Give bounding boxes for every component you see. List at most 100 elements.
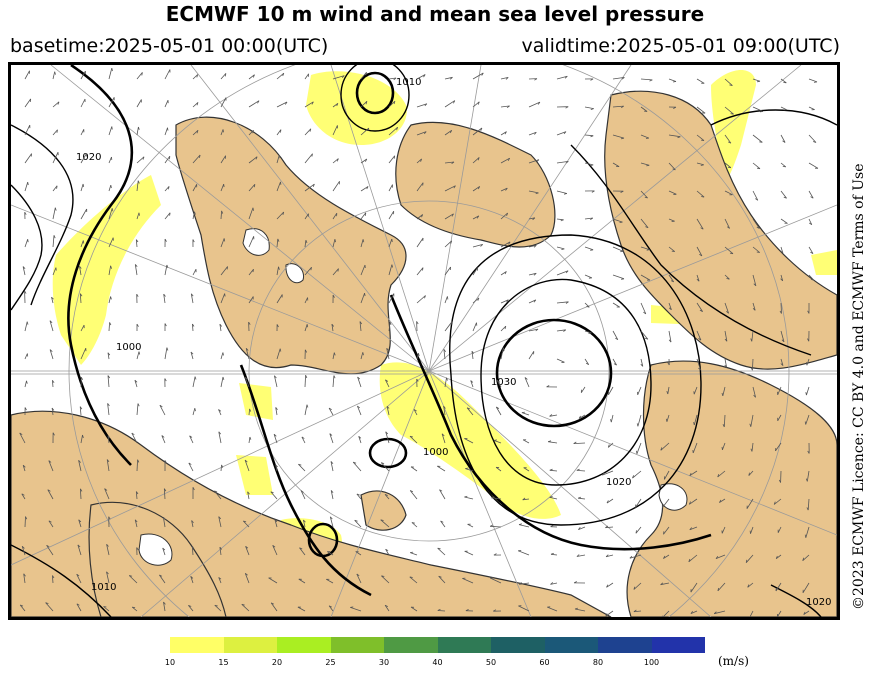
wind-arrow <box>248 184 256 192</box>
wind-arrow-head <box>590 108 594 110</box>
wind-arrow-head <box>333 375 336 379</box>
wind-arrow-head <box>668 339 672 343</box>
wind-arrow <box>21 546 26 556</box>
wind-arrow-head <box>380 519 384 521</box>
wind-arrow <box>108 97 115 108</box>
wind-arrow <box>134 380 138 388</box>
wind-arrow-head <box>465 467 469 469</box>
wind-arrow <box>608 386 614 395</box>
wind-arrow <box>464 496 474 500</box>
wind-arrow <box>500 105 510 108</box>
wind-arrow <box>444 185 456 192</box>
wind-arrow-head <box>750 338 753 342</box>
wind-arrow <box>556 329 566 332</box>
wind-arrow <box>724 106 734 115</box>
wind-arrow-head <box>358 436 362 439</box>
wind-arrow-head <box>391 238 393 243</box>
wind-arrow <box>524 377 530 388</box>
wind-arrow <box>416 237 424 248</box>
wind-arrow <box>806 358 810 366</box>
wind-arrow-head <box>810 278 814 281</box>
wind-arrow-head <box>560 219 564 222</box>
wind-arrow <box>220 376 224 388</box>
wind-arrow-head <box>274 519 278 523</box>
wind-arrow <box>775 442 782 452</box>
wind-arrow <box>696 134 705 141</box>
wind-arrow <box>248 408 250 416</box>
wind-arrow <box>495 406 502 416</box>
wind-arrow-head <box>300 490 304 493</box>
wind-arrow <box>440 520 446 528</box>
wind-arrow <box>220 293 226 304</box>
wind-arrow <box>444 76 453 80</box>
colorbar-segment <box>170 637 224 653</box>
wind-arrow-head <box>465 609 469 612</box>
wind-arrow <box>299 547 306 556</box>
wind-arrow <box>276 348 281 360</box>
wind-arrow <box>724 302 729 314</box>
wind-arrow-head <box>778 479 781 483</box>
wind-arrow <box>52 185 58 192</box>
wind-arrow-head <box>357 376 361 380</box>
wind-arrow-head <box>137 459 140 463</box>
wind-arrow-head <box>49 349 53 352</box>
wind-arrow <box>556 131 567 136</box>
wind-arrow-head <box>699 309 703 312</box>
wind-arrow <box>276 181 281 192</box>
wind-arrow <box>518 550 530 556</box>
wind-arrow-head <box>364 212 367 216</box>
wind-arrow <box>724 274 730 280</box>
wind-arrow-head <box>190 576 194 579</box>
map-panel[interactable]: 1020 1000 1030 1020 1010 1000 1010 1020 <box>8 62 840 620</box>
wind-arrow <box>500 299 509 304</box>
wind-arrow <box>780 274 784 281</box>
wind-arrow <box>248 436 251 444</box>
wind-arrow-head <box>590 78 594 81</box>
wind-arrow <box>693 386 698 395</box>
wind-arrow-head <box>273 433 277 437</box>
wind-arrow-head <box>303 519 306 523</box>
isobar-label: 1020 <box>806 597 831 608</box>
wind-arrow <box>331 324 334 332</box>
wind-arrow-head <box>636 423 639 427</box>
wind-arrow-head <box>52 380 55 384</box>
wind-arrow <box>612 246 624 252</box>
wind-arrow-head <box>447 296 449 300</box>
wind-arrow-head <box>635 530 637 534</box>
wind-arrow-head <box>19 432 23 436</box>
wind-arrow-head <box>384 494 388 496</box>
wind-arrow <box>808 274 815 281</box>
wind-arrow <box>640 246 650 250</box>
wind-arrow <box>191 520 194 528</box>
wind-arrow <box>500 131 507 136</box>
wind-arrow-head <box>27 182 29 186</box>
wind-arrow <box>78 460 82 472</box>
wind-arrow-head <box>278 266 280 270</box>
wind-arrow <box>164 264 168 276</box>
siberia-north <box>604 90 837 370</box>
wind-arrow <box>107 352 110 360</box>
wind-arrow <box>192 154 201 164</box>
wind-arrow <box>636 442 642 454</box>
wind-arrow <box>752 218 760 229</box>
wind-arrow-head <box>252 130 254 134</box>
wind-arrow-head <box>782 166 786 168</box>
wind-arrow-head <box>134 264 138 268</box>
wind-arrow-head <box>299 547 303 550</box>
wind-arrow <box>692 442 698 454</box>
wind-arrow <box>775 554 782 560</box>
wind-arrow <box>413 409 418 416</box>
wind-arrow <box>808 190 814 199</box>
wind-arrow-head <box>466 407 471 410</box>
wind-arrow <box>640 78 653 81</box>
wind-arrow <box>248 268 254 276</box>
wind-arrow-head <box>188 462 192 465</box>
wind-arrow-head <box>563 193 568 195</box>
wind-arrow-head <box>57 101 60 105</box>
wind-arrow <box>668 218 675 222</box>
wind-arrow <box>220 210 222 220</box>
wind-arrow <box>472 101 480 108</box>
wind-arrow <box>270 602 278 612</box>
wind-arrow <box>556 190 567 194</box>
wind-arrow-head <box>573 441 577 444</box>
